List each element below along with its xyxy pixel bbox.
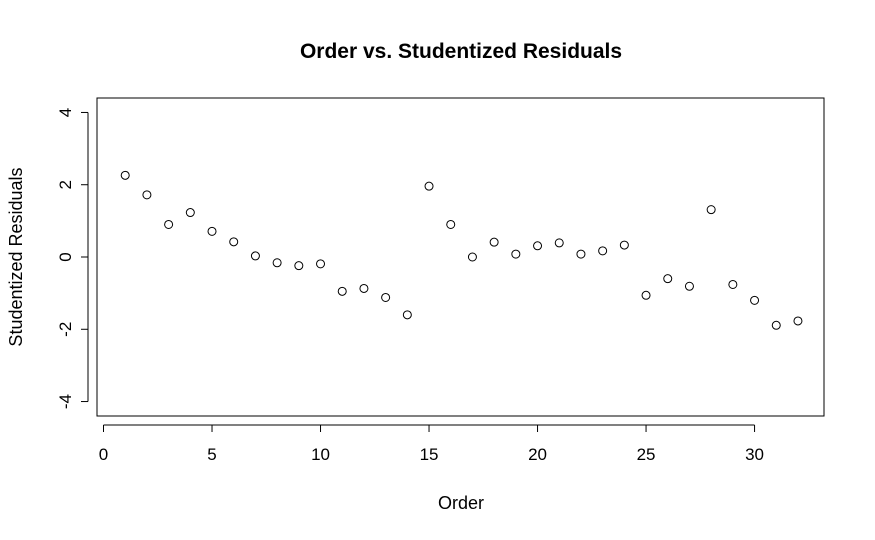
x-tick-label: 15 [420,445,439,464]
data-point [533,241,543,251]
data-point [598,246,608,256]
data-point [554,238,564,248]
data-point [489,237,499,247]
x-axis: 0 5 10 15 20 25 30 [99,424,764,464]
x-tick-label: 0 [99,445,108,464]
data-point [641,290,651,300]
y-axis-label: Studentized Residuals [6,167,26,346]
data-point [250,251,260,261]
data-point [272,258,282,268]
data-point [229,237,239,247]
x-tick-label: 20 [528,445,547,464]
data-point [684,281,694,291]
data-point [316,259,326,269]
data-points [120,170,803,330]
x-tick-label: 25 [637,445,656,464]
data-point [164,219,174,229]
data-point [142,190,152,200]
data-point [120,170,130,180]
x-axis-label: Order [438,493,484,513]
y-axis: -4 -2 0 2 4 [56,108,89,409]
data-point [750,295,760,305]
y-tick-label: 0 [56,252,75,261]
data-point [706,205,716,215]
x-tick-label: 10 [311,445,330,464]
data-point [576,249,586,259]
data-point [294,261,304,271]
x-tick-label: 5 [207,445,216,464]
y-tick-label: 2 [56,180,75,189]
data-point [728,279,738,289]
data-point [424,181,434,191]
plot-frame [96,97,825,417]
data-point [185,208,195,218]
data-point [771,320,781,330]
data-point [207,226,217,236]
chart-title: Order vs. Studentized Residuals [300,40,622,63]
data-point [467,252,477,262]
data-point [793,316,803,326]
y-tick-label: -2 [56,322,75,337]
x-tick-label: 30 [745,445,764,464]
y-tick-label: 4 [56,108,75,117]
data-point [381,292,391,302]
data-point [337,286,347,296]
y-tick-label: -4 [56,394,75,409]
data-point [663,274,673,284]
data-point [446,219,456,229]
data-point [511,249,521,259]
data-point [619,240,629,250]
data-point [402,310,412,320]
data-point [359,283,369,293]
